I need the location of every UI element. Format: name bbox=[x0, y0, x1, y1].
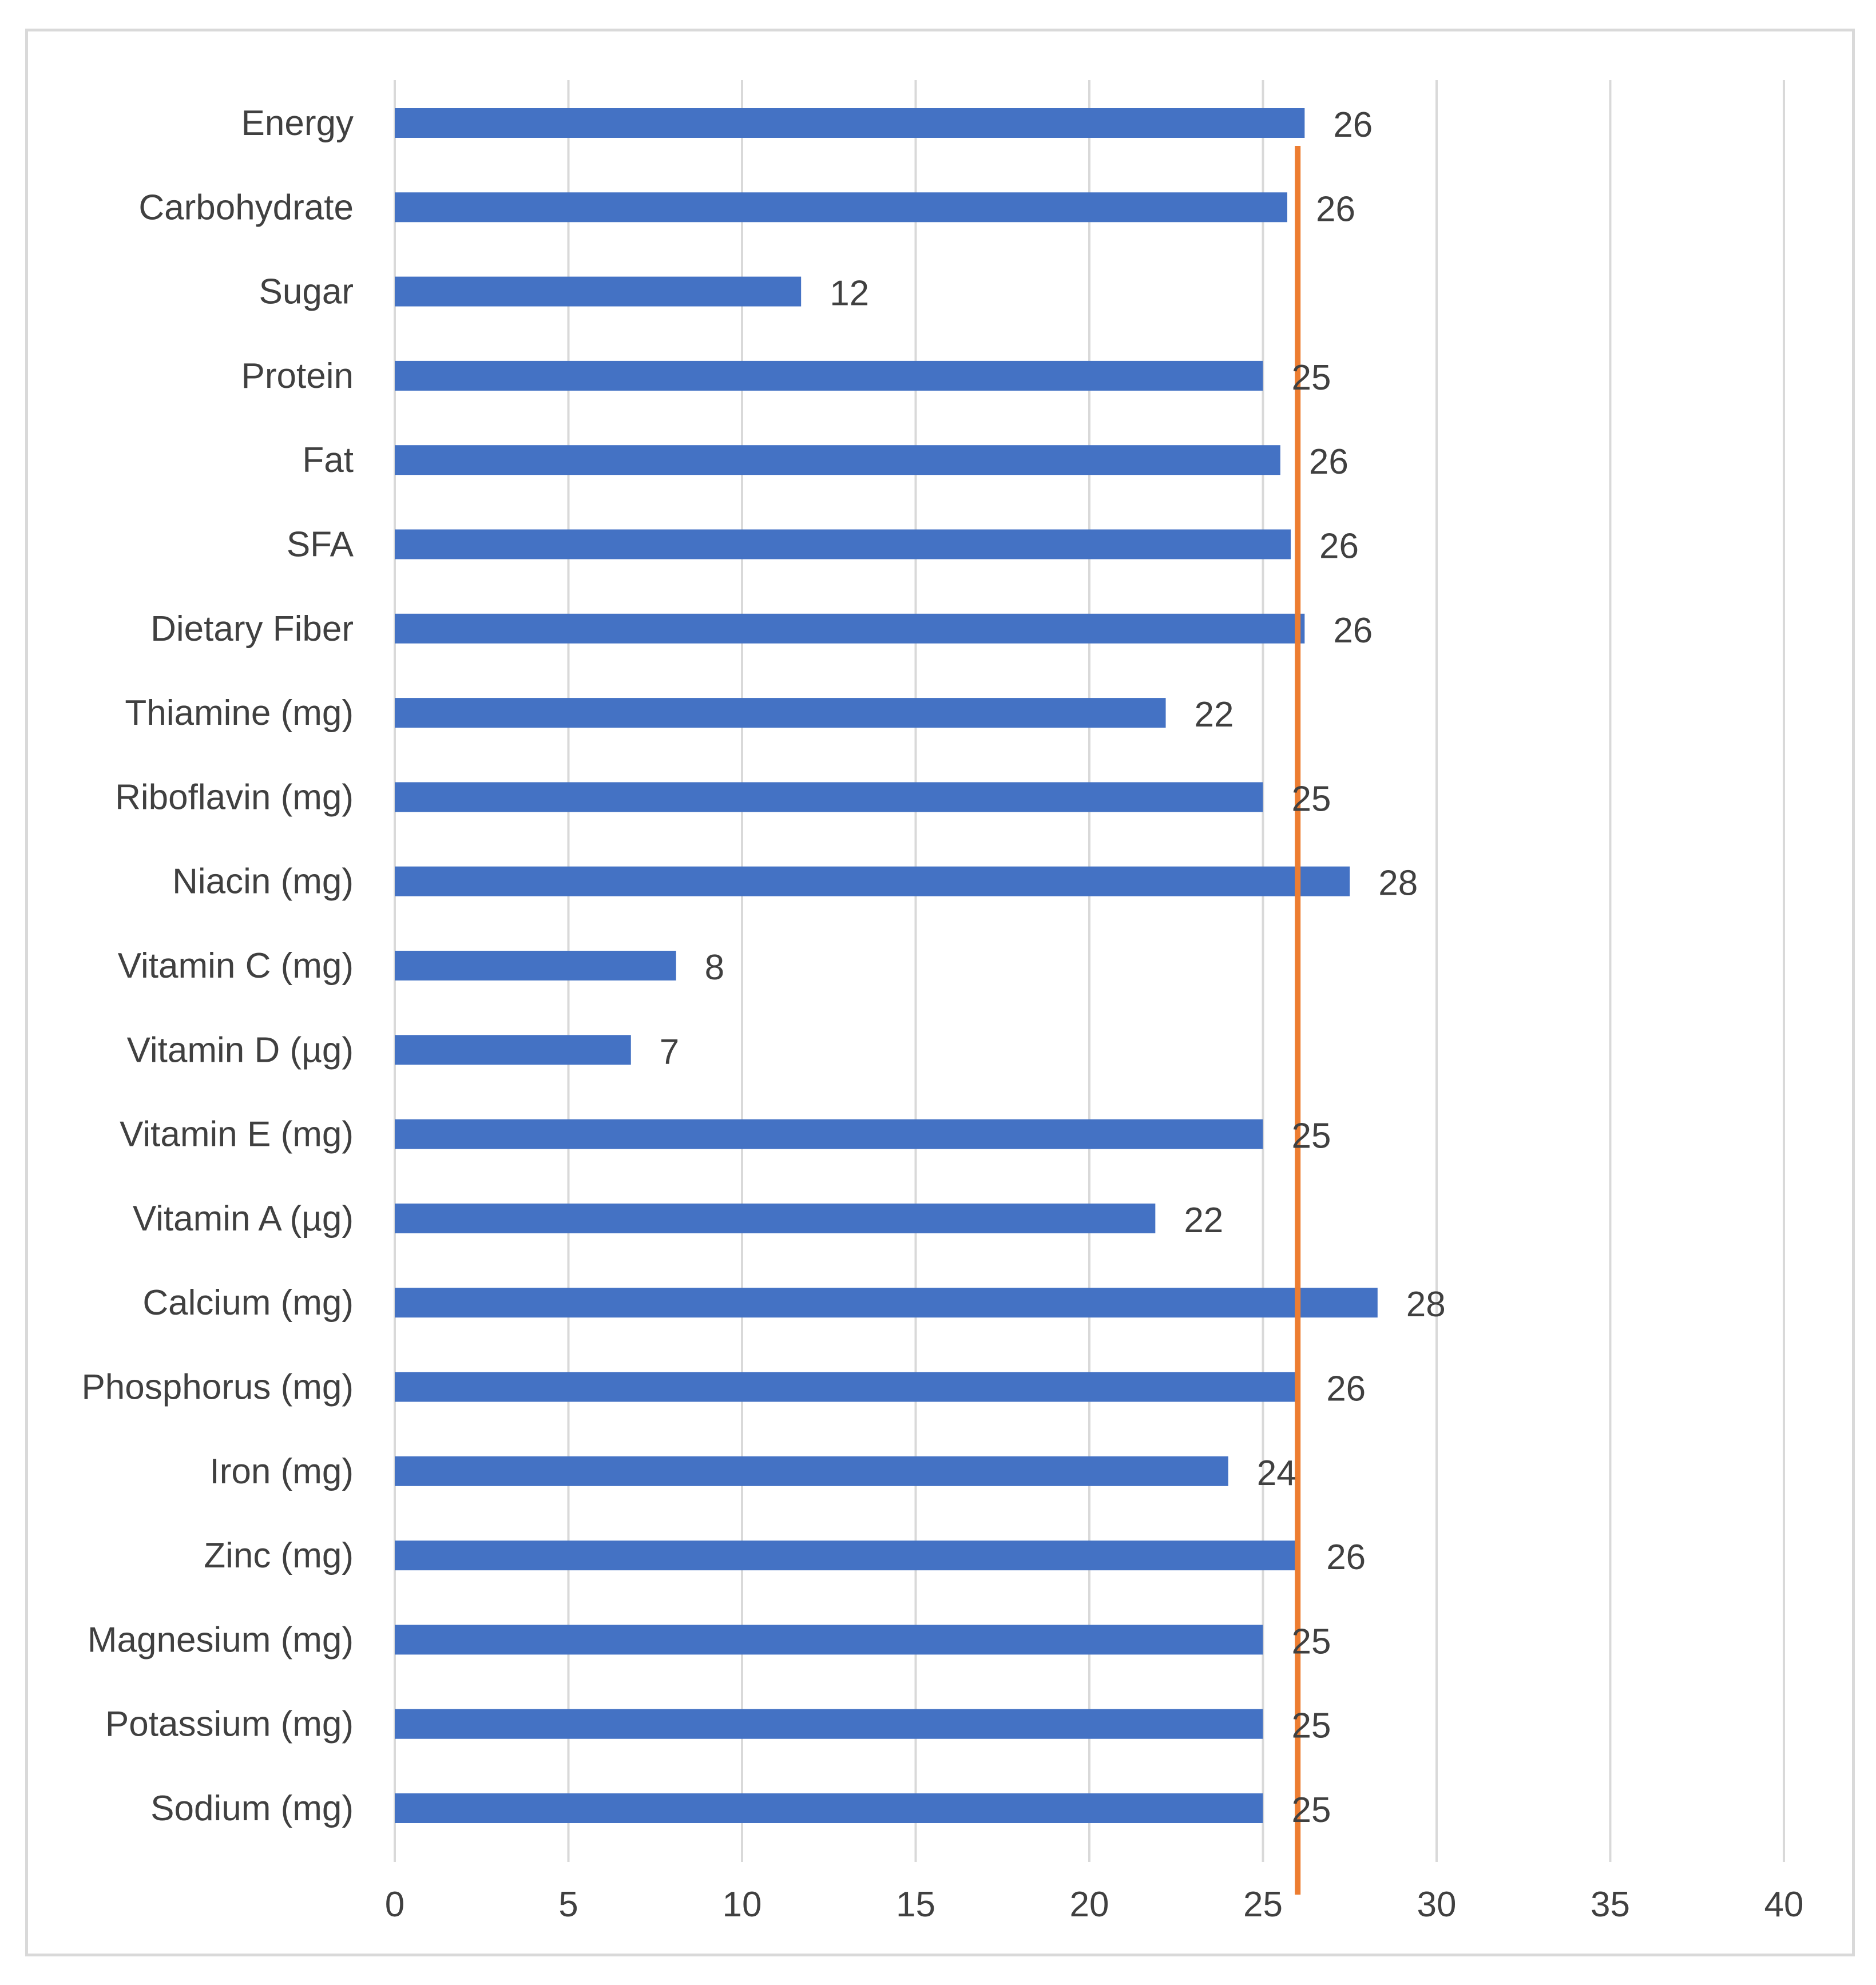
data-label: 26 bbox=[1333, 105, 1373, 145]
category-label: Phosphorus (mg) bbox=[81, 1368, 354, 1407]
category-labels: Energy Carbohydrate Sugar Protein Fat SFA Diet… bbox=[81, 104, 354, 1828]
data-label: 26 bbox=[1319, 527, 1359, 566]
category-label: Magnesium (mg) bbox=[88, 1620, 354, 1660]
data-label: 26 bbox=[1316, 189, 1355, 229]
data-label: 26 bbox=[1326, 1369, 1366, 1409]
bar bbox=[395, 1625, 1263, 1655]
category-label: Sugar bbox=[259, 272, 354, 312]
category-label: Vitamin A (µg) bbox=[133, 1199, 354, 1238]
category-label: Dietary Fiber bbox=[150, 609, 354, 649]
data-label: 25 bbox=[1292, 1791, 1331, 1830]
bar bbox=[395, 951, 676, 980]
category-label: Fat bbox=[302, 440, 354, 480]
bar bbox=[395, 1793, 1263, 1823]
category-label: Vitamin D (µg) bbox=[127, 1030, 354, 1070]
category-label: Potassium (mg) bbox=[105, 1705, 354, 1744]
data-labels: 26 26 12 25 26 26 26 22 25 28 8 7 25 22 28 26 24 26 25 25 25 bbox=[660, 105, 1446, 1830]
data-label: 25 bbox=[1292, 358, 1331, 398]
data-label: 22 bbox=[1184, 1201, 1223, 1240]
bar bbox=[395, 1203, 1156, 1233]
x-tick-label: 15 bbox=[896, 1885, 935, 1924]
bar bbox=[395, 445, 1280, 475]
data-label: 25 bbox=[1292, 1706, 1331, 1746]
category-label: Calcium (mg) bbox=[142, 1283, 354, 1323]
data-label: 26 bbox=[1326, 1538, 1366, 1577]
data-label: 28 bbox=[1406, 1285, 1446, 1324]
x-tick-label: 10 bbox=[723, 1885, 762, 1924]
category-label: Zinc (mg) bbox=[204, 1536, 354, 1575]
category-label: Iron (mg) bbox=[210, 1452, 354, 1491]
x-tick-label: 35 bbox=[1591, 1885, 1630, 1924]
category-label: Protein bbox=[241, 356, 354, 396]
bar bbox=[395, 1541, 1298, 1571]
data-label: 26 bbox=[1309, 442, 1349, 482]
bar bbox=[395, 698, 1166, 728]
category-label: Thiamine (mg) bbox=[125, 693, 354, 733]
category-label: Niacin (mg) bbox=[172, 862, 354, 902]
category-label: Riboflavin (mg) bbox=[115, 777, 354, 817]
x-tick-label: 0 bbox=[385, 1885, 404, 1924]
bar bbox=[395, 782, 1263, 812]
bar bbox=[395, 192, 1287, 223]
bar bbox=[395, 613, 1305, 644]
bar bbox=[395, 276, 802, 307]
bar bbox=[395, 1035, 631, 1065]
x-tick-label: 40 bbox=[1764, 1885, 1804, 1924]
bar bbox=[395, 108, 1305, 138]
x-tick-labels: 0 5 10 15 20 25 30 35 40 bbox=[385, 1885, 1804, 1924]
category-label: Sodium (mg) bbox=[150, 1789, 354, 1828]
bar bbox=[395, 1288, 1378, 1318]
x-tick-label: 30 bbox=[1417, 1885, 1457, 1924]
x-tick-label: 5 bbox=[558, 1885, 578, 1924]
bar bbox=[395, 1119, 1263, 1149]
data-label: 25 bbox=[1292, 1622, 1331, 1661]
bar bbox=[395, 866, 1350, 896]
data-label: 25 bbox=[1292, 1117, 1331, 1156]
data-label: 12 bbox=[830, 274, 869, 313]
data-label: 7 bbox=[660, 1032, 679, 1071]
category-label: Vitamin C (mg) bbox=[118, 946, 354, 986]
bar bbox=[395, 1372, 1298, 1402]
bar bbox=[395, 1709, 1263, 1739]
category-label: Vitamin E (mg) bbox=[120, 1115, 354, 1154]
bar bbox=[395, 1456, 1228, 1486]
x-tick-label: 25 bbox=[1243, 1885, 1283, 1924]
data-label: 24 bbox=[1257, 1454, 1296, 1493]
category-label: SFA bbox=[287, 525, 354, 565]
data-label: 28 bbox=[1378, 864, 1418, 903]
data-label: 22 bbox=[1195, 695, 1234, 735]
bars bbox=[395, 108, 1378, 1823]
data-label: 25 bbox=[1292, 779, 1331, 819]
x-tick-label: 20 bbox=[1070, 1885, 1109, 1924]
data-label: 26 bbox=[1333, 611, 1373, 650]
bar bbox=[395, 360, 1263, 391]
data-label: 8 bbox=[705, 948, 724, 987]
category-label: Energy bbox=[241, 104, 354, 143]
category-label: Carbohydrate bbox=[138, 188, 354, 227]
bar bbox=[395, 529, 1291, 559]
